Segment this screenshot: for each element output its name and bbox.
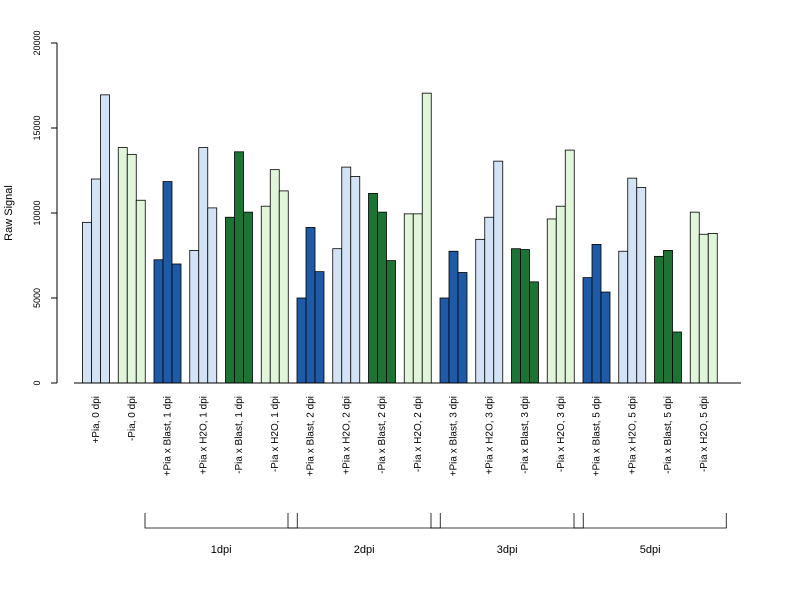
y-axis: 0 5000 10000 15000 20000: [32, 30, 58, 386]
bar: [341, 166, 352, 384]
bar: [412, 213, 423, 384]
bar: [162, 181, 173, 384]
bar: [82, 221, 92, 384]
category-label: -Pia x Blast, 5 dpi: [663, 396, 674, 474]
bar: [448, 250, 459, 384]
bar: [421, 92, 432, 384]
group-label: 1dpi: [211, 544, 232, 556]
bar: [475, 238, 486, 384]
group-bracket: [287, 513, 441, 529]
category-label: +Pia x Blast, 5 dpi: [592, 396, 603, 476]
bar: [555, 205, 566, 384]
category-label: -Pia x Blast, 3 dpi: [520, 396, 531, 474]
category-label: +Pia x H2O, 2 dpi: [341, 396, 352, 475]
bar: [591, 244, 602, 384]
bar: [126, 153, 137, 384]
category-label: -Pia, 0 dpi: [127, 396, 138, 441]
bar: [153, 259, 164, 384]
category-label: +Pia x H2O, 5 dpi: [627, 396, 638, 475]
bar: [296, 297, 307, 384]
bar: [189, 249, 200, 384]
bar: [663, 249, 673, 384]
y-tick-label: 5000: [32, 288, 42, 308]
bar: [707, 232, 718, 384]
bar: [529, 281, 539, 384]
bar: [618, 250, 629, 384]
category-label: -Pia x H2O, 5 dpi: [699, 396, 710, 472]
bar: [698, 233, 709, 384]
group-brackets: 1dpi 2dpi 3dpi 5dpi: [144, 513, 727, 556]
bar: [439, 297, 450, 384]
category-label: -Pia x Blast, 2 dpi: [377, 396, 388, 474]
bar: [627, 177, 638, 384]
bars: [82, 92, 718, 384]
bar: [198, 147, 209, 384]
bar: [386, 260, 396, 384]
bar: [457, 272, 468, 384]
bar: [582, 277, 593, 384]
bar: [546, 218, 557, 384]
bar: [278, 190, 289, 384]
category-label: +Pia, 0 dpi: [91, 396, 102, 444]
bar: [564, 149, 575, 384]
y-tick-label: 15000: [32, 115, 42, 140]
bar: [314, 271, 325, 384]
group-bracket: [573, 513, 727, 529]
bar: [171, 263, 182, 384]
group-bracket: [144, 513, 298, 529]
y-tick-label: 10000: [32, 200, 42, 225]
category-label: -Pia x Blast, 1 dpi: [234, 396, 245, 474]
bar: [225, 216, 235, 384]
category-label: -Pia x H2O, 2 dpi: [413, 396, 424, 472]
y-tick-label: 20000: [32, 30, 42, 55]
bar: [654, 255, 664, 384]
category-label: -Pia x H2O, 1 dpi: [270, 396, 281, 472]
bar: [100, 94, 110, 384]
category-label: +Pia x Blast, 3 dpi: [449, 396, 460, 476]
category-label: +Pia x H2O, 3 dpi: [484, 396, 495, 475]
bar: [332, 248, 343, 384]
bar: [636, 187, 647, 384]
bar: [600, 291, 611, 384]
bar: [403, 213, 414, 384]
bar: [377, 211, 387, 384]
bar: [260, 205, 271, 384]
category-label: +Pia x Blast, 2 dpi: [306, 396, 317, 476]
group-label: 5dpi: [640, 544, 661, 556]
bar: [484, 216, 495, 384]
y-axis-title: Raw Signal: [3, 185, 15, 241]
category-label: +Pia x H2O, 1 dpi: [198, 396, 209, 475]
y-tick-label: 0: [32, 380, 42, 385]
bar: [689, 211, 700, 384]
bar: [135, 199, 146, 384]
bar: [493, 160, 504, 384]
bar: [117, 147, 128, 384]
bar: [368, 193, 378, 384]
bar: [672, 331, 682, 384]
bar: [269, 169, 280, 384]
bar: [511, 248, 521, 384]
group-label: 2dpi: [354, 544, 375, 556]
bar: [91, 178, 101, 384]
bar: [350, 176, 361, 384]
bar: [520, 249, 530, 384]
x-axis-labels: +Pia, 0 dpi -Pia, 0 dpi +Pia x Blast, 1 dp…: [91, 396, 710, 476]
group-bracket: [430, 513, 584, 529]
bar: [234, 151, 244, 384]
bar: [243, 211, 253, 384]
category-label: +Pia x Blast, 1 dpi: [163, 396, 174, 476]
category-label: -Pia x H2O, 3 dpi: [556, 396, 567, 472]
group-label: 3dpi: [497, 544, 518, 556]
bar: [207, 207, 218, 384]
bar: [305, 227, 316, 384]
